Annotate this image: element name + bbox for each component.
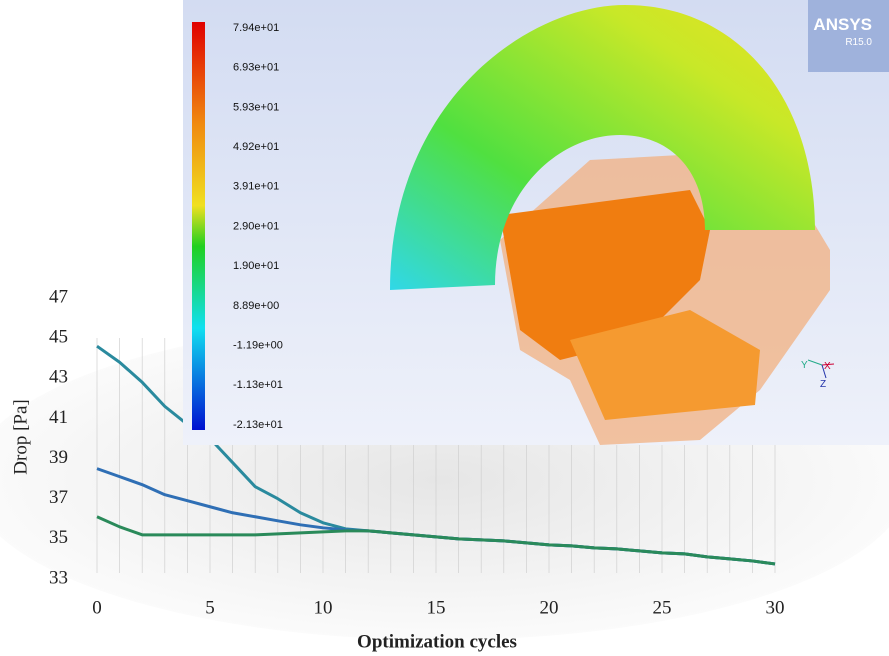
y-tick-label: 47 bbox=[49, 286, 68, 307]
y-tick-label: 35 bbox=[49, 527, 68, 548]
colorbar-label: -2.13e+01 bbox=[233, 419, 283, 431]
colorbar-label: 3.91e+01 bbox=[233, 181, 279, 193]
y-tick-label: 41 bbox=[49, 407, 68, 428]
y-tick-label: 37 bbox=[49, 487, 68, 508]
triad-label: Y bbox=[801, 360, 808, 371]
y-tick-label: 43 bbox=[49, 367, 68, 388]
colorbar-label: 7.94e+01 bbox=[233, 22, 279, 34]
x-axis-label: Optimization cycles bbox=[357, 631, 517, 652]
x-tick-label: 20 bbox=[540, 597, 559, 618]
x-tick-label: 10 bbox=[314, 597, 333, 618]
cfd-render: ANSYS R15.0 7.94e+01 6.93e+01 5.93e+01 4.92… bbox=[183, 0, 889, 445]
x-tick-label: 0 bbox=[92, 597, 102, 618]
figure: 33 35 37 39 41 43 45 47 0 5 10 15 20 25 30 Drop [Pa] O… bbox=[0, 0, 889, 656]
colorbar-label: 4.92e+01 bbox=[233, 141, 279, 153]
y-tick-label: 45 bbox=[49, 327, 68, 348]
brand: ANSYS bbox=[813, 15, 872, 34]
colorbar bbox=[192, 22, 205, 430]
x-tick-label: 30 bbox=[766, 597, 785, 618]
y-tick-label: 33 bbox=[49, 567, 68, 588]
colorbar-label: 1.90e+01 bbox=[233, 260, 279, 272]
colorbar-label: 8.89e+00 bbox=[233, 300, 279, 312]
x-tick-label: 15 bbox=[427, 597, 446, 618]
colorbar-label: 5.93e+01 bbox=[233, 101, 279, 113]
colorbar-label: 6.93e+01 bbox=[233, 62, 279, 74]
y-tick-label: 39 bbox=[49, 447, 68, 468]
colorbar-label: -1.13e+01 bbox=[233, 379, 283, 391]
colorbar-label: -1.19e+00 bbox=[233, 340, 283, 352]
page: {"chart_data": {"type": "line", "xlabel"… bbox=[0, 0, 889, 656]
version: R15.0 bbox=[845, 37, 872, 48]
triad-label: Z bbox=[820, 379, 826, 390]
x-tick-label: 25 bbox=[653, 597, 672, 618]
logo-box bbox=[808, 0, 889, 72]
y-axis-label: Drop [Pa] bbox=[10, 399, 31, 474]
triad-label: X bbox=[824, 361, 831, 372]
colorbar-label: 2.90e+01 bbox=[233, 220, 279, 232]
x-tick-label: 5 bbox=[205, 597, 215, 618]
